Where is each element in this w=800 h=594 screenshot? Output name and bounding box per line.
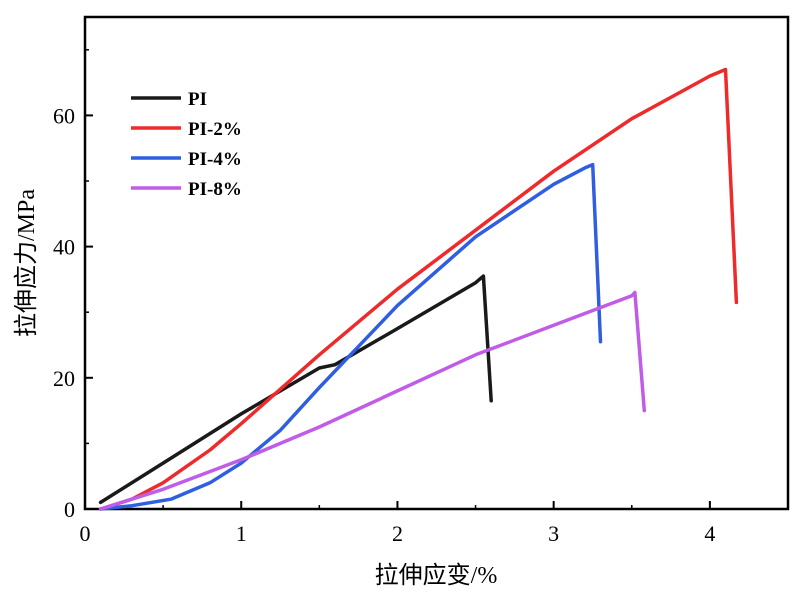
y-axis-ticks: 0 20 40 60 bbox=[53, 49, 93, 522]
legend-label: PI-4% bbox=[188, 149, 242, 170]
legend-label: PI-2% bbox=[188, 119, 242, 140]
x-tick-label: 1 bbox=[236, 521, 247, 546]
series-layer bbox=[98, 67, 739, 511]
y-tick-label: 20 bbox=[53, 366, 75, 391]
legend-label: PI-8% bbox=[188, 179, 242, 200]
x-tick-label: 3 bbox=[548, 521, 559, 546]
y-axis-title: 拉伸应力/MPa bbox=[13, 189, 40, 337]
series-line bbox=[98, 290, 647, 511]
x-axis-ticks: 0 1 2 3 4 bbox=[80, 501, 715, 546]
legend: PI PI-2% PI-4% PI-8% bbox=[131, 89, 242, 200]
y-tick-label: 0 bbox=[64, 497, 75, 522]
series-line bbox=[98, 67, 739, 511]
series-line bbox=[98, 162, 603, 511]
plot-frame bbox=[83, 15, 790, 511]
x-tick-label: 0 bbox=[80, 521, 91, 546]
x-tick-label: 2 bbox=[392, 521, 403, 546]
legend-label: PI bbox=[188, 89, 207, 110]
y-tick-label: 40 bbox=[53, 235, 75, 260]
y-tick-label: 60 bbox=[53, 103, 75, 128]
x-axis-title: 拉伸应变/% bbox=[375, 562, 498, 589]
series-line bbox=[98, 274, 493, 505]
x-tick-label: 4 bbox=[704, 521, 715, 546]
